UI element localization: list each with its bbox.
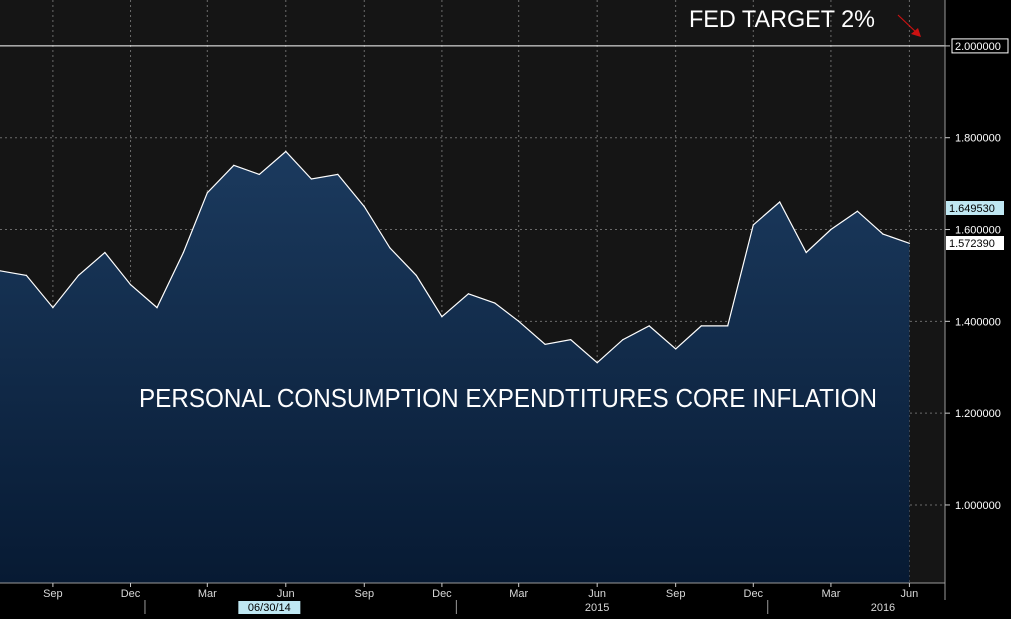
y-tick-label: 1.400000 [955,316,1001,328]
date-marker-box [238,601,301,614]
series-point [156,307,158,309]
year-label: 2016 [871,602,895,614]
chart-title: PERSONAL CONSUMPTION EXPENDTITURES CORE … [139,383,877,413]
series-point [752,224,754,226]
series-point [648,325,650,327]
series-point [596,362,598,364]
x-tick-label: Sep [43,588,63,600]
x-tick-label: Mar [509,588,528,600]
series-area-layer [0,150,911,583]
target-value-box [951,38,1009,54]
y-tick-label: 1.000000 [955,500,1001,512]
y-tick-label: 1.600000 [955,225,1001,237]
x-tick-label: Mar [198,588,217,600]
y-tick-label: 2.000000 [955,41,1001,53]
series-point [908,242,911,244]
series-point [337,173,339,175]
series-point [856,210,859,212]
series-point [129,284,132,286]
series-point [882,233,884,235]
series-point [675,348,677,350]
series-point [285,150,287,153]
fed-target-annotation: FED TARGET 2% [689,6,875,33]
series-point [622,339,624,341]
series-point [77,274,80,276]
series-point [104,251,106,254]
series-point [779,201,781,203]
y-tick-label: 1.800000 [955,133,1001,145]
date-marker-label: 06/30/14 [248,602,291,614]
series-point [25,274,27,276]
series-point [727,325,729,327]
year-label: 2015 [585,602,609,614]
series-point [258,173,260,175]
target-layer [0,14,945,47]
series-point [389,247,391,249]
series-point [415,274,417,276]
target-arrow-icon [897,14,919,35]
series-point [494,302,496,304]
last-value-box [946,236,1004,250]
x-tick-label: Dec [432,588,452,600]
series-point [441,316,443,318]
series-point [830,228,832,231]
y-tick-label: 1.200000 [955,408,1001,420]
series-point [0,270,1,272]
series-line [0,150,910,364]
series-point [544,343,546,345]
last-value-label: 1.572390 [949,238,995,250]
x-tick-label: Sep [354,588,374,600]
x-tick-label: Dec [121,588,141,600]
x-tick-label: Jun [901,588,919,600]
x-tick-label: Sep [666,588,686,600]
last-value-box [946,201,1004,215]
series-point [570,339,572,341]
series-point [518,320,520,322]
last-value-label: 1.649530 [949,203,995,215]
series-point [182,251,184,254]
series-point [467,293,469,295]
x-tick-label: Mar [821,588,840,600]
series-point [700,325,702,327]
series-point [363,206,365,208]
series-point [233,164,235,166]
x-tick-label: Jun [277,588,295,600]
series-area [0,151,910,583]
series-point [206,192,208,194]
series-point [310,178,312,180]
series-point [805,251,807,254]
target-arrow-head-icon [911,28,921,37]
x-tick-label: Dec [744,588,764,600]
series-point [52,307,54,309]
x-tick-label: Jun [588,588,606,600]
